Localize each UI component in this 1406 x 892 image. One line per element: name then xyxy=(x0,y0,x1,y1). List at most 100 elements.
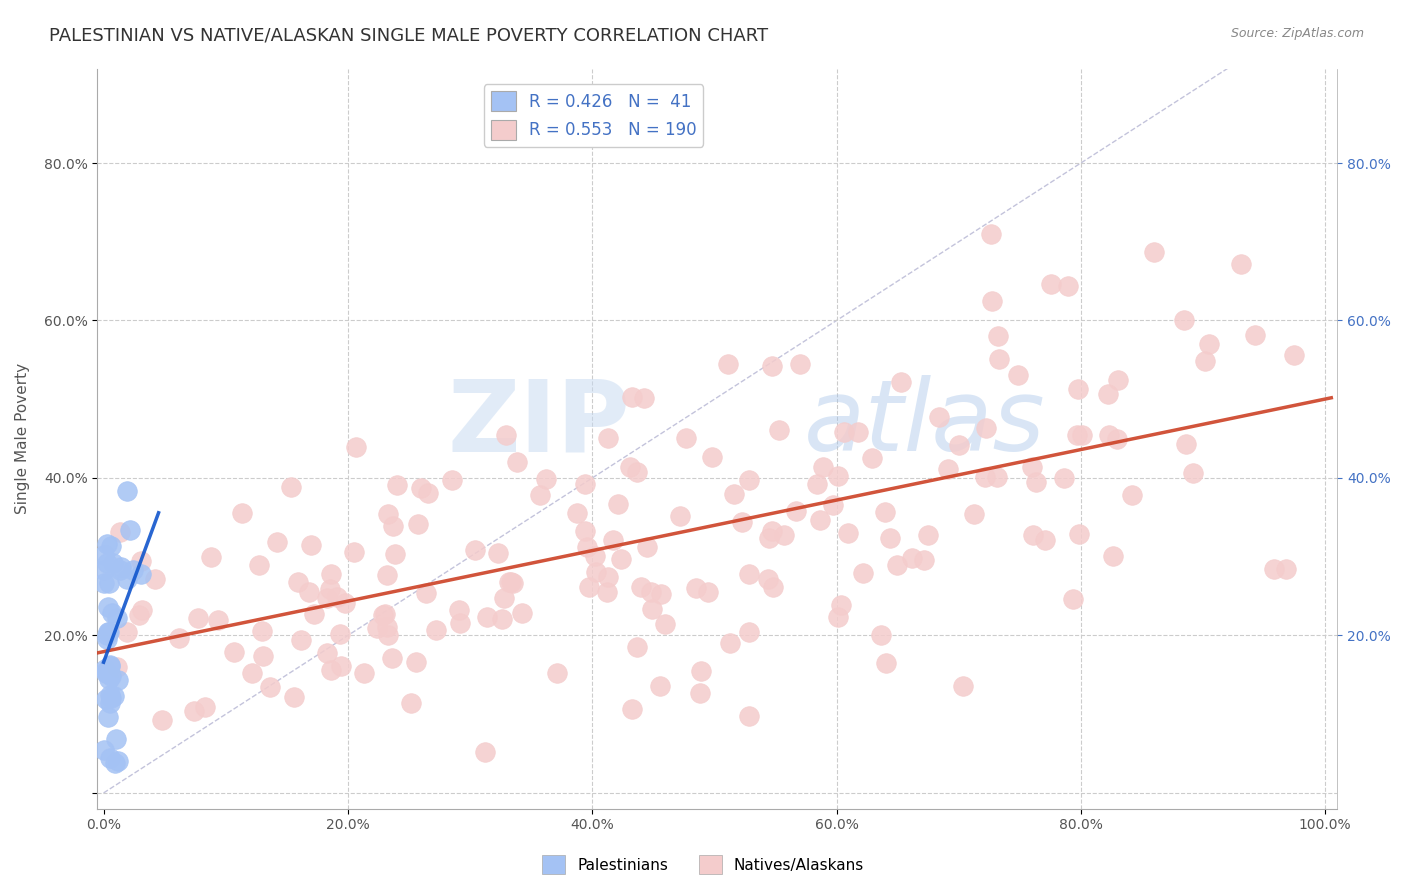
Point xyxy=(974,421,997,435)
Point xyxy=(96,632,118,647)
Point xyxy=(385,478,408,492)
Point xyxy=(718,636,741,650)
Point xyxy=(100,539,122,553)
Point xyxy=(758,531,780,545)
Point xyxy=(101,606,124,620)
Point xyxy=(852,566,875,580)
Point xyxy=(98,625,121,640)
Point xyxy=(773,528,796,542)
Point xyxy=(104,756,127,771)
Point xyxy=(1143,244,1166,259)
Point xyxy=(425,623,447,637)
Point xyxy=(384,547,406,561)
Point xyxy=(105,731,128,746)
Point xyxy=(830,598,852,612)
Point xyxy=(100,658,122,673)
Point xyxy=(287,575,309,590)
Point xyxy=(1121,488,1143,502)
Point xyxy=(94,665,117,680)
Point xyxy=(952,679,974,693)
Point xyxy=(449,615,471,630)
Point xyxy=(1107,432,1129,446)
Legend: Palestinians, Natives/Alaskans: Palestinians, Natives/Alaskans xyxy=(536,849,870,880)
Point xyxy=(167,631,190,645)
Point xyxy=(846,425,869,439)
Point xyxy=(501,574,523,589)
Point xyxy=(987,328,1010,343)
Point xyxy=(105,611,128,625)
Point xyxy=(316,646,339,660)
Point xyxy=(252,648,274,663)
Point xyxy=(486,546,509,560)
Point xyxy=(578,580,600,594)
Point xyxy=(1067,382,1090,396)
Point xyxy=(641,602,664,616)
Text: Source: ZipAtlas.com: Source: ZipAtlas.com xyxy=(1230,27,1364,40)
Point xyxy=(827,610,849,624)
Point xyxy=(96,537,118,551)
Point xyxy=(266,535,288,549)
Point xyxy=(827,469,849,483)
Point xyxy=(411,481,433,495)
Point xyxy=(280,480,302,494)
Point xyxy=(399,697,422,711)
Point xyxy=(980,227,1002,241)
Point xyxy=(128,607,150,622)
Point xyxy=(730,515,752,529)
Point xyxy=(768,423,790,437)
Point xyxy=(375,620,398,634)
Point xyxy=(789,357,811,371)
Point xyxy=(259,680,281,694)
Point xyxy=(475,609,498,624)
Point xyxy=(620,701,643,715)
Point xyxy=(94,692,117,706)
Point xyxy=(1102,549,1125,563)
Point xyxy=(606,497,628,511)
Point xyxy=(333,596,356,610)
Point xyxy=(131,603,153,617)
Point xyxy=(546,665,568,680)
Point xyxy=(374,607,396,622)
Point xyxy=(491,612,513,626)
Point xyxy=(495,428,517,442)
Point xyxy=(758,572,780,586)
Point xyxy=(96,628,118,642)
Point xyxy=(1173,312,1195,326)
Point xyxy=(283,690,305,705)
Point xyxy=(93,563,115,577)
Point xyxy=(529,488,551,502)
Point xyxy=(636,540,658,554)
Point xyxy=(302,607,325,622)
Point xyxy=(115,625,138,640)
Point xyxy=(1062,592,1084,607)
Point xyxy=(654,616,676,631)
Point xyxy=(415,586,437,600)
Point xyxy=(837,526,859,541)
Point xyxy=(375,568,398,582)
Point xyxy=(98,672,121,686)
Point xyxy=(107,673,129,688)
Point xyxy=(650,680,672,694)
Point xyxy=(1174,437,1197,451)
Point xyxy=(107,755,129,769)
Point xyxy=(96,556,118,570)
Point xyxy=(900,551,922,566)
Point xyxy=(108,563,131,577)
Point xyxy=(986,470,1008,484)
Point xyxy=(382,519,405,533)
Point xyxy=(110,560,132,574)
Point xyxy=(917,527,939,541)
Point xyxy=(1035,533,1057,548)
Point xyxy=(343,544,366,558)
Point xyxy=(596,431,619,445)
Point xyxy=(675,431,697,445)
Point xyxy=(574,477,596,491)
Point xyxy=(377,628,399,642)
Point xyxy=(325,590,347,604)
Point xyxy=(97,710,120,724)
Point xyxy=(1182,466,1205,480)
Point xyxy=(1244,328,1267,343)
Point xyxy=(94,664,117,678)
Point xyxy=(685,581,707,595)
Point xyxy=(330,658,353,673)
